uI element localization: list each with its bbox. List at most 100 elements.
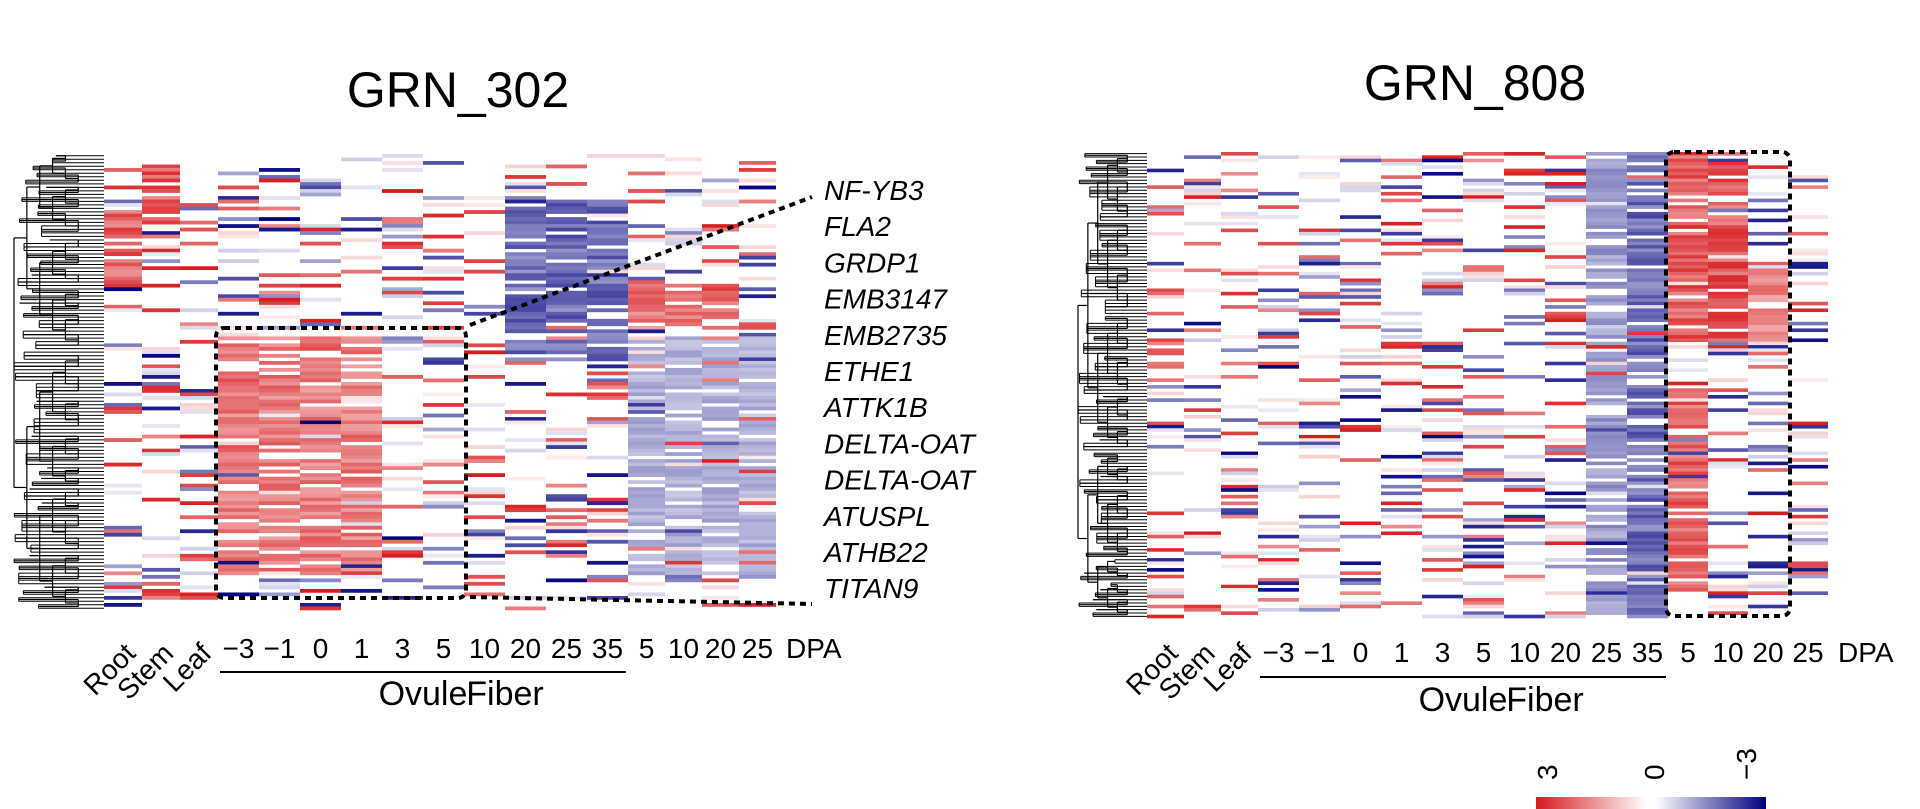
heatmap-cell	[300, 529, 341, 534]
heatmap-cell	[423, 248, 464, 253]
heatmap-cell	[1545, 491, 1586, 496]
dpa-tick-label: 35	[592, 633, 623, 664]
heatmap-cell	[300, 501, 341, 506]
heatmap-cell	[739, 294, 776, 299]
heatmap-cell	[628, 287, 665, 292]
heatmap-cell	[1381, 484, 1422, 489]
heatmap-cell	[180, 571, 218, 576]
heatmap-cell	[1586, 498, 1627, 502]
heatmap-cell	[546, 346, 587, 351]
heatmap-cell	[1299, 604, 1340, 609]
heatmap-cell	[546, 427, 587, 432]
group-label: Ovule	[1419, 681, 1508, 719]
heatmap-cell	[1545, 458, 1586, 462]
heatmap-cell	[546, 290, 587, 295]
heatmap-cell	[218, 346, 259, 351]
heatmap-cell	[546, 217, 587, 221]
heatmap-cell	[1748, 261, 1788, 266]
dpa-tick-label: 20	[1550, 637, 1581, 668]
heatmap-cell	[587, 266, 628, 271]
heatmap-cell	[1586, 325, 1627, 329]
heatmap-cell	[628, 557, 665, 562]
heatmap-cell	[628, 199, 665, 204]
heatmap-cell	[1545, 558, 1586, 562]
heatmap-cell	[1748, 401, 1788, 406]
heatmap-cell	[702, 311, 739, 316]
heatmap-cell	[423, 343, 464, 348]
heatmap-cell	[739, 343, 776, 348]
heatmap-cell	[1586, 345, 1627, 349]
heatmap-cell	[1463, 158, 1504, 163]
heatmap-cell	[587, 238, 628, 242]
heatmap-cell	[1586, 258, 1627, 263]
heatmap-cell	[1147, 594, 1184, 599]
heatmap-cell	[702, 189, 739, 193]
heatmap-cell	[1221, 361, 1258, 366]
heatmap-cell	[300, 189, 341, 193]
heatmap-cell	[1788, 431, 1828, 436]
heatmap-cell	[1504, 341, 1545, 346]
heatmap-cell	[1147, 561, 1184, 566]
heatmap-cell	[300, 480, 341, 485]
heatmap-cell	[1422, 578, 1463, 582]
heatmap-cell	[142, 346, 180, 351]
heatmap-cell	[259, 304, 300, 309]
heatmap-cell	[1422, 434, 1463, 439]
heatmap-cell	[1545, 168, 1586, 173]
heatmap-cell	[300, 385, 341, 390]
heatmap-cell	[1184, 328, 1221, 333]
heatmap-cell	[546, 525, 587, 530]
heatmap-cell	[1668, 188, 1708, 193]
heatmap-cell	[1586, 401, 1627, 406]
row-dendrogram	[1077, 153, 1147, 617]
heatmap-cell	[180, 339, 218, 344]
heatmap-cell	[1147, 471, 1184, 476]
heatmap-cell	[104, 241, 142, 246]
heatmap-cell	[739, 564, 776, 569]
heatmap-cell	[1258, 408, 1299, 412]
heatmap-cell	[382, 315, 423, 320]
heatmap-cell	[505, 525, 546, 530]
heatmap-cell	[665, 385, 702, 390]
heatmap-cell	[587, 560, 628, 565]
heatmap-cell	[1504, 454, 1545, 459]
heatmap-cell	[1788, 185, 1828, 189]
heatmap-cell	[1586, 461, 1627, 466]
heatmap-cell	[464, 581, 505, 586]
heatmap-cell	[505, 213, 546, 218]
heatmap-cell	[1545, 341, 1586, 346]
heatmap-cell	[180, 266, 218, 271]
heatmap-cell	[1668, 554, 1708, 559]
heatmap-cell	[1258, 298, 1299, 303]
heatmap-cell	[1147, 568, 1184, 572]
heatmap-cell	[1668, 225, 1708, 229]
heatmap-cell	[1147, 614, 1184, 619]
heatmap-cell	[665, 374, 702, 379]
heatmap-cell	[1627, 211, 1668, 216]
heatmap-cell	[259, 434, 300, 439]
heatmap-cell	[587, 378, 628, 383]
heatmap-cell	[628, 501, 665, 506]
heatmap-cell	[1708, 291, 1748, 296]
heatmap-cell	[1381, 231, 1422, 236]
dpa-tick-label: 5	[1476, 637, 1492, 668]
heatmap-cell	[464, 501, 505, 506]
heatmap-cell	[1708, 178, 1748, 183]
heatmap-cell	[104, 581, 142, 586]
heatmap-cell	[1708, 238, 1748, 243]
heatmap-cell	[1748, 461, 1788, 466]
heatmap-cell	[665, 469, 702, 474]
heatmap-cell	[341, 420, 382, 425]
heatmap-cell	[628, 452, 665, 456]
heatmap-cell	[1504, 574, 1545, 579]
heatmap-cell	[300, 185, 341, 190]
heatmap-cell	[300, 441, 341, 446]
heatmap-cell	[1147, 378, 1184, 382]
heatmap-cell	[587, 287, 628, 292]
heatmap-cell	[142, 553, 180, 558]
heatmap-cell	[218, 248, 259, 253]
heatmap-cell	[665, 508, 702, 513]
heatmap-cell	[1708, 261, 1748, 266]
heatmap-cell	[1422, 488, 1463, 492]
heatmap-cell	[1221, 152, 1258, 156]
